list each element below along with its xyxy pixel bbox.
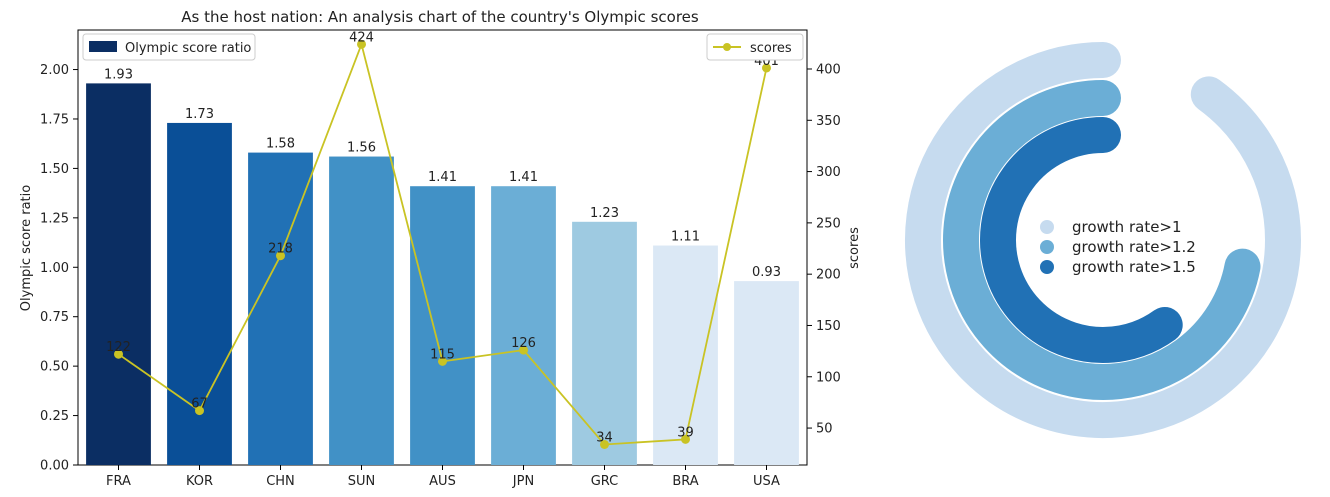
bar-legend: Olympic score ratio	[82, 33, 256, 61]
ring-legend-label: growth rate>1.5	[1072, 258, 1196, 276]
x-tick-label: FRA	[106, 474, 131, 489]
bar-aus	[410, 186, 475, 466]
left-y-tick-label: 0.25	[40, 409, 69, 424]
radial-legend: growth rate>1 growth rate>1.2 growth rate>…	[1040, 218, 1196, 276]
left-y-axis: 0.00 0.25 0.50 0.75 1.00 1.25 1.50 1.75 2.00	[40, 63, 78, 474]
score-point	[357, 39, 366, 49]
score-value-label: 39	[677, 425, 694, 440]
right-y-tick-label: 200	[816, 268, 841, 283]
bar-chart: 0.00 0.25 0.50 0.75 1.00 1.25 1.50 1.75 2.00 50 1…	[19, 29, 862, 489]
score-value-label: 218	[268, 242, 293, 257]
bar-value-labels: 1.93 1.73 1.58 1.56 1.41 1.41 1.23 1.11 0.93	[104, 67, 781, 280]
bar-value-label: 1.73	[185, 107, 214, 122]
score-point	[438, 356, 447, 366]
bar-value-label: 1.11	[671, 230, 700, 245]
line-legend-label: scores	[750, 41, 792, 56]
score-point	[195, 406, 204, 416]
left-y-tick-label: 0.50	[40, 360, 69, 375]
score-value-label: 122	[106, 340, 131, 355]
score-point	[114, 349, 123, 359]
left-y-tick-label: 0.00	[40, 459, 69, 474]
ring-legend-swatch	[1040, 220, 1054, 234]
x-tick-label: KOR	[186, 474, 213, 489]
x-axis: FRA KOR CHN SUN AUS JPN GRC BRA USA	[106, 465, 780, 489]
ring-legend-swatch	[1040, 260, 1054, 274]
left-y-tick-label: 1.75	[40, 112, 69, 127]
x-tick-label: USA	[753, 474, 780, 489]
ring-3	[980, 117, 1183, 363]
ring-legend-label: growth rate>1.2	[1072, 238, 1196, 256]
score-value-label: 115	[430, 347, 455, 362]
score-point	[600, 439, 609, 449]
right-y-tick-label: 50	[816, 422, 833, 437]
line-legend-marker	[723, 43, 731, 51]
radial-bar-chart	[905, 42, 1301, 438]
bar-value-label: 1.41	[509, 170, 538, 185]
bar-series	[86, 83, 799, 466]
bar-grc	[572, 221, 637, 465]
left-y-tick-label: 1.25	[40, 211, 69, 226]
bar-sun	[329, 156, 394, 465]
bar-legend-label: Olympic score ratio	[125, 41, 251, 56]
x-tick-label: SUN	[348, 474, 376, 489]
left-y-tick-label: 2.00	[40, 63, 69, 78]
x-tick-label: CHN	[266, 474, 295, 489]
left-y-tick-label: 1.00	[40, 261, 69, 276]
ring-2	[943, 80, 1261, 400]
ring-legend-swatch	[1040, 240, 1054, 254]
score-point	[762, 63, 771, 73]
x-tick-label: AUS	[429, 474, 456, 489]
left-y-axis-title: Olympic score ratio	[19, 185, 34, 311]
bar-jpn	[491, 186, 556, 466]
scores-line-series	[114, 39, 771, 449]
ring-1	[905, 42, 1301, 438]
right-y-tick-label: 350	[816, 114, 841, 129]
left-y-tick-label: 1.50	[40, 162, 69, 177]
bar-value-label: 0.93	[752, 265, 781, 280]
score-point	[276, 251, 285, 261]
bar-value-label: 1.56	[347, 141, 376, 156]
bar-bra	[653, 245, 718, 465]
right-y-tick-label: 250	[816, 216, 841, 231]
bar-fra	[86, 83, 151, 466]
score-point	[519, 345, 528, 355]
bar-legend-swatch	[89, 41, 117, 52]
score-value-label: 126	[511, 336, 536, 351]
x-tick-label: GRC	[591, 474, 619, 489]
bar-value-label: 1.41	[428, 170, 457, 185]
line-legend-frame	[706, 33, 804, 61]
right-y-tick-label: 150	[816, 319, 841, 334]
chart-title: As the host nation: An analysis chart of…	[181, 8, 699, 26]
right-y-axis-title: scores	[847, 227, 862, 269]
bar-value-label: 1.93	[104, 67, 133, 82]
bar-legend-frame	[82, 33, 256, 61]
bar-value-label: 1.58	[266, 137, 295, 152]
x-tick-label: BRA	[672, 474, 698, 489]
left-y-tick-label: 0.75	[40, 310, 69, 325]
bar-usa	[734, 281, 799, 465]
right-y-axis: 50 100 150 200 250 300 350 400	[807, 62, 841, 437]
right-y-tick-label: 100	[816, 370, 841, 385]
score-point	[681, 434, 690, 444]
right-y-tick-label: 400	[816, 62, 841, 77]
score-value-label: 424	[349, 30, 374, 45]
line-legend: scores	[706, 33, 804, 61]
ring-legend-label: growth rate>1	[1072, 218, 1182, 236]
bar-value-label: 1.23	[590, 206, 619, 221]
x-tick-label: JPN	[512, 474, 534, 489]
bar-chn	[248, 152, 313, 465]
score-value-label: 67	[191, 397, 208, 412]
right-y-tick-label: 300	[816, 165, 841, 180]
score-value-label: 34	[596, 430, 613, 445]
